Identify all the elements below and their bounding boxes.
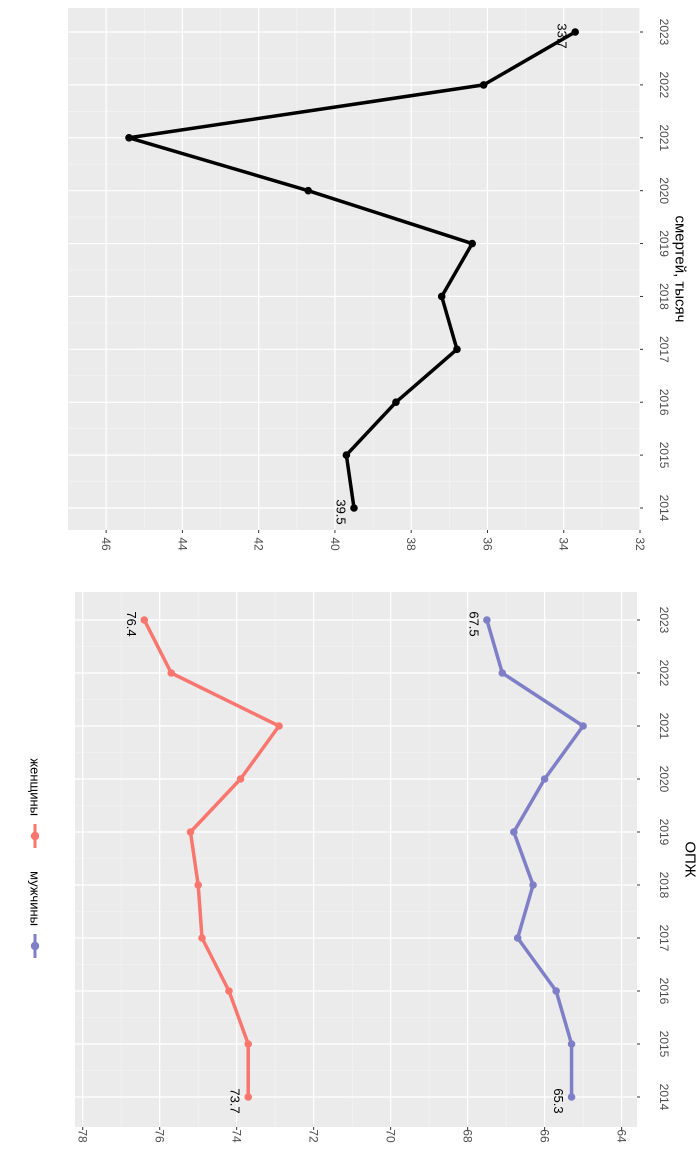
value-tick-label: 74 [230, 1129, 244, 1143]
data-point [468, 239, 477, 248]
data-point [437, 292, 446, 301]
series-line [142, 618, 281, 1099]
gridlines [75, 592, 637, 1127]
series-line [127, 30, 577, 510]
data-point [198, 934, 206, 942]
data-point [186, 828, 195, 836]
data-point [342, 451, 351, 459]
data-point [194, 881, 202, 889]
year-tick-label: 2019 [657, 819, 671, 846]
value-tick-label: 34 [557, 537, 571, 551]
axis-title: ОПЖ [682, 841, 697, 877]
year-tick-label: 2020 [657, 177, 671, 204]
data-point [304, 186, 313, 195]
data-point [540, 775, 549, 783]
series-женщины: 73.7 76.4 [124, 611, 283, 1114]
year-tick-label: 2021 [657, 124, 671, 151]
year-tick-label: 2023 [657, 19, 671, 46]
data-label-last: 76.4 [124, 611, 139, 636]
data-point [225, 987, 233, 995]
chart-deaths: 32 34 36 38 40 42 44 46 2014 2015 2016 2017 2018 2019… [68, 8, 689, 551]
data-point [453, 345, 461, 354]
year-tick-label: 2014 [657, 1084, 671, 1111]
value-tick-label: 38 [404, 537, 418, 551]
data-point [236, 775, 245, 783]
plot-panel [75, 592, 637, 1127]
value-tick-label: 32 [633, 537, 647, 551]
value-tick-label: 70 [384, 1129, 398, 1143]
value-tick-label: 66 [538, 1129, 552, 1143]
plot-panel [68, 8, 640, 530]
data-point [483, 616, 491, 624]
year-tick-label: 2014 [657, 495, 671, 522]
chart-life-expectancy: 64 66 68 70 72 74 76 78 2014 2015 2016 2017 2018 2019… [28, 592, 697, 1143]
year-tick-label: 2019 [657, 230, 671, 257]
data-point [571, 28, 579, 36]
data-point [244, 1040, 253, 1048]
data-label-last: 67.5 [466, 611, 481, 636]
year-tick-label: 2015 [657, 1031, 671, 1058]
year-tick-label: 2016 [657, 389, 671, 416]
data-point [510, 828, 518, 836]
value-tick-label: 78 [76, 1129, 90, 1143]
data-point [529, 881, 537, 889]
series-line [485, 618, 585, 1099]
data-point [275, 722, 283, 730]
legend-key-dot [30, 941, 40, 951]
data-point [567, 1093, 576, 1101]
series-deaths: 39.5 33.7 [125, 23, 579, 525]
year-tick-label: 2021 [657, 713, 671, 740]
data-point [125, 133, 133, 142]
data-point [567, 1040, 576, 1048]
data-point [552, 987, 560, 995]
value-tick-label: 46 [99, 537, 113, 551]
year-tick-label: 2023 [657, 607, 671, 634]
year-tick-label: 2020 [657, 766, 671, 793]
data-point [479, 81, 488, 89]
year-tick-label: 2017 [657, 336, 671, 363]
value-tick-label: 68 [461, 1129, 475, 1143]
value-tick-label: 76 [153, 1129, 167, 1143]
value-tick-label: 72 [307, 1129, 321, 1143]
data-point [579, 722, 587, 730]
data-point [244, 1093, 253, 1101]
data-point [167, 669, 176, 677]
data-label-first: 65.3 [551, 1088, 566, 1113]
value-tick-label: 44 [175, 537, 189, 551]
data-label-last: 33.7 [555, 23, 570, 48]
year-tick-label: 2015 [657, 442, 671, 469]
value-tick-label: 36 [480, 537, 494, 551]
year-tick-label: 2018 [657, 283, 671, 310]
data-label-first: 73.7 [228, 1088, 243, 1113]
axis-title: смертей, тысяч [672, 215, 689, 322]
year-tick-label: 2017 [657, 925, 671, 952]
value-tick-label: 40 [328, 537, 342, 551]
data-label-first: 39.5 [334, 499, 349, 524]
year-tick-label: 2018 [657, 872, 671, 899]
data-point [392, 398, 400, 407]
series-мужчины: 65.3 67.5 [466, 611, 587, 1114]
legend-key-dot [30, 831, 40, 841]
legend-label: мужчины [28, 871, 43, 926]
data-point [140, 616, 149, 624]
value-tick-label: 42 [252, 537, 266, 551]
data-point [498, 669, 507, 677]
value-tick-label: 64 [615, 1129, 629, 1143]
legend-label: женщины [28, 758, 43, 816]
legend: женщины мужчины [28, 758, 43, 958]
data-point [513, 934, 522, 942]
data-point [350, 504, 358, 512]
year-tick-label: 2016 [657, 978, 671, 1005]
year-tick-label: 2022 [657, 72, 671, 99]
year-tick-label: 2022 [657, 660, 671, 687]
